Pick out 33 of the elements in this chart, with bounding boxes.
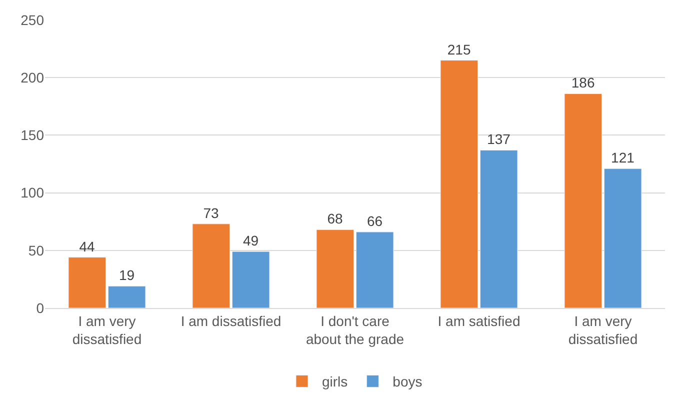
y-tick-label: 150 [20,127,44,144]
y-tick-label: 250 [20,12,44,28]
y-tick-label: 0 [36,300,44,316]
bar [108,286,146,308]
data-label: 19 [118,267,135,284]
data-label: 66 [366,212,383,229]
bar [316,229,354,308]
x-tick-label: I am satisfied [438,312,520,329]
data-label: 68 [327,210,344,227]
data-label: 44 [79,238,96,254]
bar [604,168,642,308]
legend-label: boys [392,374,422,390]
x-tick-label: I am dissatisfied [180,312,282,329]
data-label: 49 [242,232,259,249]
bar [440,60,478,308]
y-tick-label: 50 [28,242,44,258]
data-label: 186 [571,74,595,91]
bar [192,224,230,308]
bar [356,232,394,308]
bar [564,93,602,308]
y-tick-label: 200 [20,70,44,86]
data-label: 215 [447,41,471,58]
bar [232,251,270,308]
x-tick-label: I am very dissatisfied [72,312,142,347]
bar [480,150,518,308]
x-tick-label: I don't care about the grade [306,312,404,347]
bar [68,257,106,308]
data-label: 137 [487,131,511,148]
data-label: 121 [611,150,635,166]
legend-label: girls [322,374,348,390]
y-tick-label: 100 [20,184,44,201]
data-label: 73 [203,204,220,221]
x-tick-label: I am very dissatisfied [568,312,638,347]
